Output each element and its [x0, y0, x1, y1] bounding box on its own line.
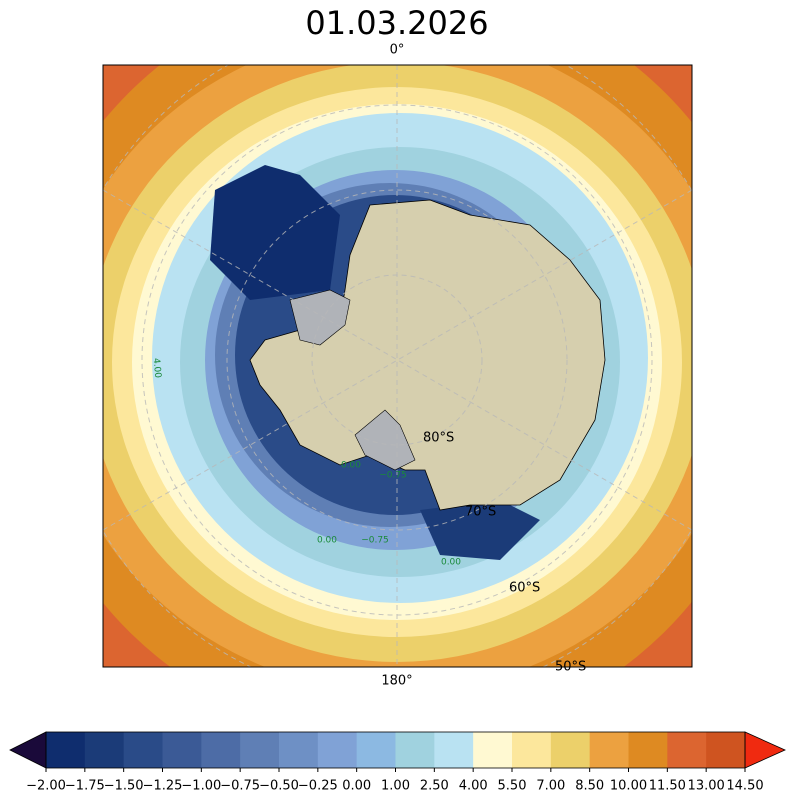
contour-label: 0.00 [441, 558, 461, 568]
colorbar-segment [667, 732, 707, 768]
meridian-label: 180° [381, 674, 412, 689]
colorbar-segment [356, 732, 396, 768]
colorbar-tick-label: 4.00 [459, 779, 488, 794]
colorbar-tick-label: −0.25 [298, 779, 338, 794]
colorbar-segment [279, 732, 319, 768]
contour-label: 0.00 [317, 536, 337, 546]
meridian-label: 0° [390, 43, 405, 58]
colorbar-tick-label: 11.50 [649, 779, 686, 794]
colorbar-tick-label: 1.00 [381, 779, 410, 794]
contour-label: −0.75 [361, 536, 389, 546]
colorbar-tick-label: −1.50 [104, 779, 144, 794]
contour-labels: 4.00 0.00 −0.75 0.00 −0.75 0.00 [151, 358, 462, 568]
colorbar-tick-label: −0.75 [220, 779, 260, 794]
colorbar-tick-label: −2.00 [26, 779, 66, 794]
colorbar-segment [240, 732, 280, 768]
colorbar-tick-label: −1.25 [143, 779, 183, 794]
colorbar-tick-label: 5.50 [498, 779, 527, 794]
colorbar-segment [434, 732, 474, 768]
latitude-label: 60°S [509, 581, 540, 596]
colorbar-segment [589, 732, 629, 768]
colorbar-tick-label: 13.00 [688, 779, 725, 794]
colorbar-segment [550, 732, 591, 768]
colorbar-tick-label: 2.50 [420, 779, 449, 794]
colorbar-segment [84, 732, 125, 768]
latitude-label: 70°S [465, 505, 496, 520]
map-frame [102, 64, 693, 668]
map-labels: 0° 180° 80°S 70°S 60°S 50°S [381, 43, 586, 689]
latitude-label: 50°S [555, 660, 586, 675]
colorbar: −2.00−1.75−1.50−1.25−1.00−0.75−0.50−0.25… [9, 731, 786, 794]
colorbar-tick-label: 0.00 [342, 779, 371, 794]
colorbar-segment [706, 732, 746, 768]
colorbar-tick-label: 10.00 [610, 779, 647, 794]
colorbar-tick-label: −1.75 [65, 779, 105, 794]
colorbar-segment [123, 732, 163, 768]
contour-label: 4.00 [151, 358, 163, 379]
colorbar-segment [317, 732, 358, 768]
contour-label: 0.00 [341, 461, 361, 471]
colorbar-segment [628, 732, 668, 768]
colorbar-tick-label: −1.00 [181, 779, 221, 794]
colorbar-segment [473, 732, 513, 768]
colorbar-segment [395, 732, 435, 768]
colorbar-tick-label: 8.50 [575, 779, 604, 794]
colorbar-tick-label: −0.50 [259, 779, 299, 794]
colorbar-extend-over [744, 731, 786, 769]
title: 01.03.2026 [305, 4, 488, 42]
colorbar-segment [512, 732, 552, 768]
contour-label: −0.75 [379, 471, 407, 481]
colorbar-segment [201, 732, 241, 768]
latitude-label: 80°S [423, 431, 454, 446]
colorbar-segment [46, 732, 86, 768]
colorbar-segment [162, 732, 202, 768]
colorbar-tick-label: 7.00 [536, 779, 565, 794]
colorbar-tick-label: 14.50 [726, 779, 763, 794]
colorbar-extend-under [9, 731, 47, 769]
